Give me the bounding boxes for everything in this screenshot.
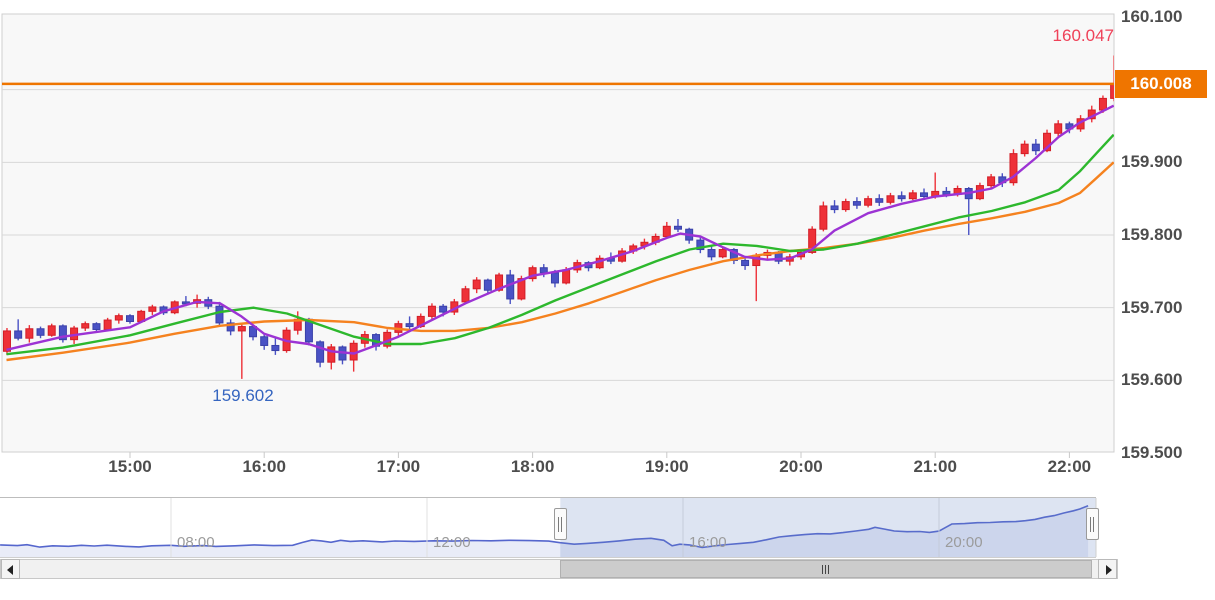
navigator-axis-label: 20:00	[945, 534, 983, 551]
candle-up	[1020, 143, 1029, 155]
fast-ma-line	[6, 104, 1114, 355]
candle-up	[495, 274, 504, 291]
current-price-badge: 160.008	[1115, 70, 1207, 98]
scrollbar-left-button[interactable]	[1, 559, 20, 579]
candle-up	[47, 325, 56, 336]
candle-down	[125, 315, 134, 322]
candle-up	[886, 195, 895, 203]
candle-down	[405, 323, 414, 328]
candle-up	[864, 198, 873, 206]
candle-up	[1043, 132, 1052, 152]
candle-up	[908, 192, 917, 200]
candle-down	[875, 198, 884, 203]
candle-down	[215, 305, 224, 324]
navigator-selected-range[interactable]	[560, 498, 1096, 557]
x-axis-label: 18:00	[510, 457, 555, 476]
candle-down	[271, 344, 280, 352]
y-axis-label: 159.700	[1121, 297, 1183, 317]
candle-down	[483, 279, 492, 291]
candle-up	[987, 176, 996, 187]
candle-up	[1009, 153, 1018, 184]
y-axis-label: 160.100	[1121, 7, 1183, 26]
candle-down	[707, 249, 716, 258]
navigator-axis-label: 16:00	[689, 534, 727, 551]
candle-down	[673, 225, 682, 230]
x-axis-label: 17:00	[376, 457, 421, 476]
slow-ma-line	[6, 161, 1114, 362]
scrollbar-thumb[interactable]	[560, 560, 1092, 578]
medium-ma-line	[6, 133, 1114, 356]
candle-up	[427, 305, 436, 317]
candle-up	[237, 326, 246, 332]
candle-up	[528, 267, 537, 280]
navigator-right-handle[interactable]	[1085, 508, 1099, 540]
candle-up	[718, 249, 727, 258]
navigator-line	[0, 504, 1089, 549]
candle-down	[36, 328, 45, 336]
x-axis-label: 15:00	[108, 457, 152, 476]
candle-down	[539, 267, 548, 274]
candle-up	[819, 205, 828, 230]
scrollbar-grip-icon	[821, 565, 830, 583]
x-axis-label: 19:00	[645, 457, 689, 476]
candle-up	[2, 330, 11, 352]
candle-down	[58, 325, 67, 341]
x-axis-label: 21:00	[913, 457, 957, 476]
candle-up	[1098, 97, 1107, 111]
navigator-axis-label: 08:00	[177, 534, 215, 551]
candle-up	[662, 225, 671, 237]
candle-up	[808, 228, 817, 253]
candle-up	[472, 279, 481, 290]
y-axis-label: 159.600	[1121, 370, 1183, 390]
candle-down	[830, 205, 839, 211]
candle-down	[920, 192, 929, 197]
candle-down	[897, 195, 906, 200]
candle-up	[1054, 123, 1063, 134]
candle-up	[81, 323, 90, 329]
candle-up	[103, 319, 112, 330]
x-axis-label: 16:00	[242, 457, 286, 476]
candle-down	[316, 341, 325, 363]
right-arrow-icon	[1106, 565, 1112, 575]
session-high-label: 160.047	[1052, 26, 1114, 45]
candle-down	[741, 259, 750, 267]
navigator-area	[0, 505, 1089, 557]
candle-down	[439, 305, 448, 313]
navigator-axis-label: 12:00	[433, 534, 471, 551]
candle-down	[852, 201, 861, 206]
y-axis-label: 159.800	[1121, 225, 1183, 244]
candle-up	[517, 278, 526, 300]
candle-up	[562, 269, 571, 284]
candle-up	[148, 306, 157, 312]
x-axis-label: 22:00	[1047, 457, 1092, 476]
candle-up	[841, 201, 850, 211]
scrollbar-right-button[interactable]	[1098, 559, 1117, 579]
plot-area[interactable]	[1, 13, 1115, 453]
candle-down	[1031, 143, 1040, 152]
candle-down	[550, 272, 559, 284]
navigator-left-handle[interactable]	[553, 508, 567, 540]
left-arrow-icon	[7, 565, 13, 575]
candle-up	[327, 346, 336, 363]
candle-down	[14, 330, 23, 339]
candle-up	[114, 315, 123, 321]
candle-down	[696, 239, 705, 251]
candle-up	[1110, 83, 1114, 99]
candlestick-series[interactable]	[2, 55, 1117, 379]
y-axis-label: 159.500	[1121, 443, 1183, 463]
y-axis-label: 159.900	[1121, 152, 1183, 172]
candle-down	[92, 323, 101, 330]
session-low-label: 159.602	[212, 386, 274, 405]
candle-down	[506, 274, 515, 300]
candle-up	[25, 328, 34, 339]
x-axis-label: 20:00	[779, 457, 823, 476]
candle-down	[260, 336, 269, 346]
candle-down	[226, 322, 235, 332]
candle-up	[461, 288, 470, 303]
